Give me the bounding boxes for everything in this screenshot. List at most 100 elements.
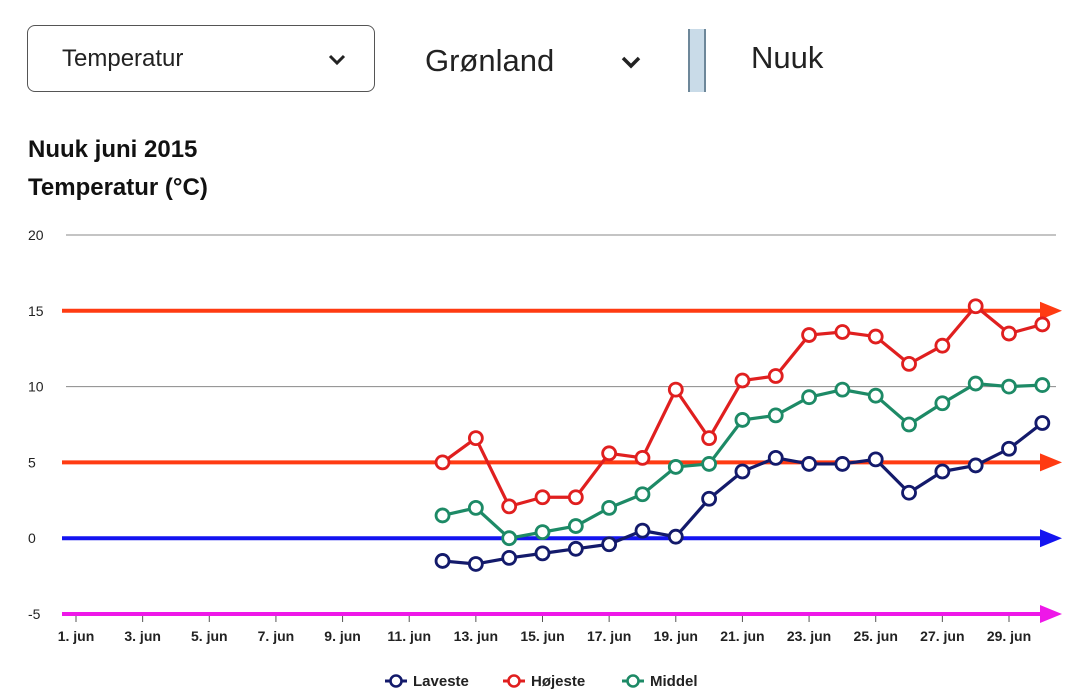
data-point — [567, 489, 584, 506]
data-point — [1001, 440, 1017, 457]
data-point — [534, 545, 551, 562]
data-point — [501, 550, 518, 566]
data-point — [501, 498, 518, 515]
x-tick-label: 1. jun — [58, 628, 95, 644]
data-point — [667, 528, 684, 545]
x-tick-label: 23. jun — [787, 628, 831, 644]
legend-marker-icon — [622, 674, 644, 688]
data-point — [634, 486, 651, 503]
data-point — [1034, 415, 1051, 431]
data-point — [1001, 325, 1017, 342]
legend-marker-icon — [385, 674, 407, 688]
data-point — [567, 540, 584, 557]
data-point — [701, 430, 718, 447]
x-tick-label: 7. jun — [258, 628, 295, 644]
x-tick-label: 11. jun — [387, 628, 431, 644]
chart-title: Nuuk juni 2015 — [28, 136, 198, 163]
data-point — [1034, 377, 1051, 393]
series-line-laveste — [442, 421, 1044, 566]
x-tick-label: 13. jun — [454, 628, 498, 644]
data-point — [834, 456, 851, 472]
chevron-down-icon — [326, 53, 348, 67]
data-point — [434, 454, 451, 471]
region-select-value: Grønland — [425, 42, 555, 78]
data-point — [467, 499, 484, 516]
x-tick-label: 19. jun — [654, 628, 698, 644]
y-tick-label: 10 — [28, 379, 44, 395]
data-point — [867, 451, 884, 468]
data-point — [901, 355, 917, 372]
data-point — [601, 536, 618, 553]
variable-select-value: Temperatur — [62, 44, 184, 72]
reference-arrowhead — [1040, 529, 1062, 548]
y-tick-label: 0 — [28, 530, 36, 546]
y-tick-label: 15 — [28, 303, 44, 319]
data-point — [567, 518, 584, 534]
data-point — [767, 407, 784, 424]
data-point — [967, 298, 984, 315]
variable-select[interactable]: Temperatur — [27, 25, 375, 92]
x-tick-label: 5. jun — [191, 628, 228, 644]
data-point — [634, 522, 651, 539]
data-point — [467, 556, 484, 572]
data-point — [601, 499, 618, 516]
data-point — [667, 459, 684, 475]
data-point — [934, 395, 951, 412]
legend-label: Laveste — [413, 672, 469, 690]
data-point — [634, 449, 651, 466]
y-axis-label: Temperatur (°C) — [28, 174, 208, 201]
data-point — [967, 457, 984, 474]
data-point — [934, 337, 951, 354]
data-point — [767, 449, 784, 466]
city-label: Nuuk — [751, 40, 824, 75]
x-tick-label: 21. jun — [720, 628, 764, 644]
data-point — [801, 389, 817, 406]
data-point — [867, 387, 884, 404]
data-point — [801, 456, 817, 472]
legend-item-højeste[interactable]: Højeste — [503, 670, 585, 692]
x-tick-label: 27. jun — [920, 628, 964, 644]
data-point — [434, 507, 451, 524]
data-point — [734, 412, 751, 428]
divider-handle — [688, 29, 706, 92]
x-tick-label: 17. jun — [587, 628, 631, 644]
reference-arrowhead — [1040, 453, 1062, 472]
data-point — [1034, 316, 1051, 333]
data-point — [801, 327, 817, 343]
data-point — [967, 375, 984, 392]
data-point — [901, 484, 917, 501]
legend-label: Middel — [650, 672, 698, 690]
region-select[interactable]: Grønland — [405, 27, 655, 94]
x-tick-label: 25. jun — [854, 628, 898, 644]
data-point — [467, 430, 484, 447]
data-point — [1001, 378, 1017, 395]
legend-item-middel[interactable]: Middel — [622, 670, 698, 692]
y-tick-label: 5 — [28, 454, 36, 470]
data-point — [534, 524, 551, 541]
data-point — [434, 553, 451, 569]
x-tick-label: 3. jun — [124, 628, 161, 644]
legend-item-laveste[interactable]: Laveste — [385, 670, 469, 692]
data-point — [701, 490, 718, 507]
data-point — [734, 463, 751, 480]
data-point — [501, 530, 518, 547]
y-tick-label: 20 — [28, 227, 44, 243]
data-point — [834, 324, 851, 340]
legend-marker-icon — [503, 674, 525, 688]
data-point — [534, 489, 551, 506]
data-point — [667, 381, 684, 398]
chart-legend: Laveste Højeste Middel — [0, 670, 1088, 694]
data-point — [734, 372, 751, 389]
chevron-down-icon — [620, 55, 642, 69]
data-point — [934, 463, 951, 480]
reference-arrowhead — [1040, 301, 1062, 320]
data-point — [901, 416, 917, 433]
data-point — [767, 368, 784, 384]
legend-label: Højeste — [531, 672, 586, 690]
x-tick-label: 9. jun — [324, 628, 361, 644]
data-point — [834, 381, 851, 398]
reference-arrowhead — [1040, 605, 1062, 623]
data-point — [867, 328, 884, 345]
x-tick-label: 15. jun — [520, 628, 564, 644]
